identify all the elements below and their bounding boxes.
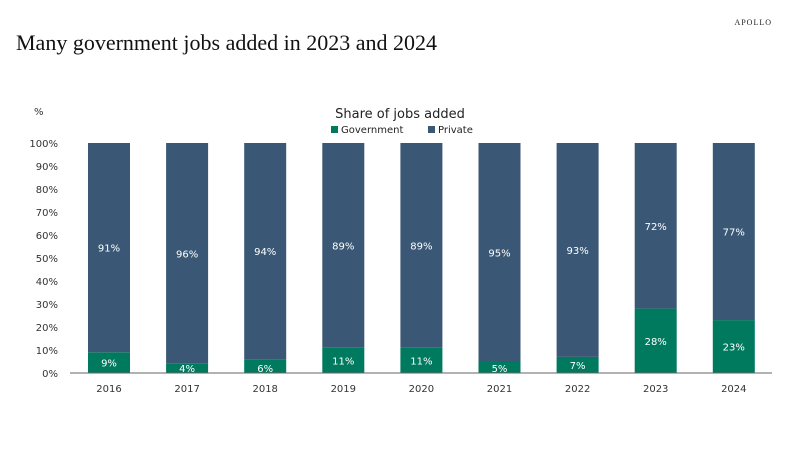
x-axis-ticks: 2016 2017 2018 2019 2020 2021 2022 2023 2024	[96, 384, 746, 395]
data-label-private: 77%	[723, 228, 745, 239]
data-label-private: 72%	[645, 222, 667, 233]
bar-private-2022	[556, 143, 599, 357]
x-tick-label: 2018	[252, 384, 277, 395]
data-label-private: 96%	[176, 249, 198, 260]
bar-private-2023	[634, 143, 677, 309]
data-label-private: 89%	[332, 241, 354, 252]
legend-swatch-government	[331, 126, 338, 133]
y-axis-label: %	[34, 107, 44, 118]
x-tick-label: 2019	[331, 384, 356, 395]
bar-private-2017	[166, 143, 209, 364]
data-label-private: 95%	[488, 248, 510, 259]
x-tick-label: 2022	[565, 384, 590, 395]
y-axis-ticks: 0% 10% 20% 30% 40% 50% 60% 70% 80% 90% 100%	[29, 139, 58, 380]
x-tick-label: 2020	[409, 384, 434, 395]
bar-government-2018	[244, 359, 287, 373]
chart-title: Share of jobs added	[335, 107, 465, 122]
bar-government-2016	[88, 352, 130, 373]
bars: 9% 91% 4% 96% 6% 94% 11% 89% 11% 89% 5% 95% 7% 93% 28%…	[88, 143, 755, 375]
bar-private-2021	[478, 143, 521, 362]
x-tick-label: 2024	[721, 384, 746, 395]
bar-government-2022	[556, 356, 599, 373]
data-label-government: 11%	[332, 356, 354, 367]
y-tick-label: 100%	[29, 139, 58, 150]
bar-private-2019	[322, 143, 365, 348]
x-tick-label: 2017	[174, 384, 199, 395]
data-label-government: 7%	[570, 361, 586, 372]
bar-private-2020	[400, 143, 443, 348]
data-label-private: 91%	[98, 244, 120, 255]
x-tick-label: 2021	[487, 384, 512, 395]
x-tick-label: 2023	[643, 384, 668, 395]
legend-label-private: Private	[438, 125, 473, 136]
data-label-government: 9%	[101, 359, 117, 370]
x-tick-label: 2016	[96, 384, 121, 395]
y-tick-label: 0%	[42, 369, 58, 380]
data-label-government: 23%	[723, 343, 745, 354]
bar-government-2021	[478, 361, 521, 373]
bar-government-2019	[322, 347, 365, 373]
y-tick-label: 10%	[36, 346, 58, 357]
bar-government-2024	[712, 320, 755, 373]
bar-private-2016	[88, 143, 130, 353]
y-tick-label: 80%	[36, 185, 58, 196]
data-label-government: 6%	[257, 364, 273, 375]
bar-government-2020	[400, 347, 443, 373]
legend: Government Private	[331, 125, 473, 136]
data-label-private: 94%	[254, 247, 276, 258]
data-label-government: 5%	[492, 364, 508, 375]
y-tick-label: 20%	[36, 323, 58, 334]
bar-private-2018	[244, 143, 287, 360]
page-title: Many government jobs added in 2023 and 2…	[16, 30, 437, 55]
data-label-government: 4%	[179, 364, 195, 375]
data-label-government: 11%	[410, 356, 432, 367]
y-tick-label: 60%	[36, 231, 58, 242]
data-label-private: 89%	[410, 241, 432, 252]
y-tick-label: 40%	[36, 277, 58, 288]
legend-swatch-private	[428, 126, 435, 133]
bar-private-2024	[712, 143, 755, 321]
brand-logo: APOLLO	[734, 18, 772, 27]
data-label-private: 93%	[566, 246, 588, 257]
y-tick-label: 90%	[36, 162, 58, 173]
bar-government-2023	[634, 308, 677, 373]
y-tick-label: 30%	[36, 300, 58, 311]
legend-label-government: Government	[341, 125, 403, 136]
data-label-government: 28%	[645, 337, 667, 348]
bar-government-2017	[166, 363, 209, 373]
y-tick-label: 70%	[36, 208, 58, 219]
y-tick-label: 50%	[36, 254, 58, 265]
